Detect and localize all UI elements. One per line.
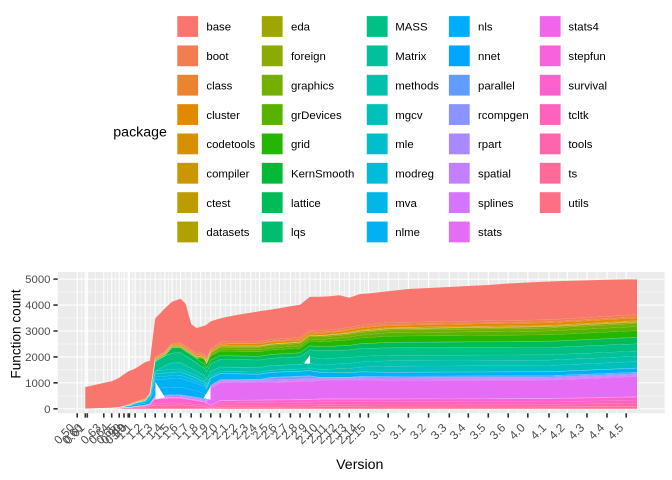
svg-text:rcompgen: rcompgen [478,110,529,122]
svg-text:cluster: cluster [206,110,240,122]
svg-text:foreign: foreign [291,51,326,63]
svg-text:lqs: lqs [291,227,306,239]
svg-text:mgcv: mgcv [395,110,423,122]
svg-text:splines: splines [478,198,514,210]
svg-text:MASS: MASS [395,22,428,34]
svg-text:compiler: compiler [206,168,249,180]
svg-text:survival: survival [568,80,607,92]
svg-text:nlme: nlme [395,227,420,239]
svg-text:5000: 5000 [25,274,50,286]
svg-text:grid: grid [291,139,310,151]
svg-text:Version: Version [336,457,383,473]
svg-text:stepfun: stepfun [568,51,605,63]
svg-text:ctest: ctest [206,198,231,210]
svg-text:1000: 1000 [25,378,50,390]
svg-text:stats: stats [478,227,502,239]
svg-text:grDevices: grDevices [291,110,342,122]
svg-text:utils: utils [568,198,589,210]
svg-text:Function count: Function count [9,289,24,378]
svg-text:methods: methods [395,80,439,92]
svg-text:nnet: nnet [478,51,501,63]
svg-text:3000: 3000 [25,326,50,338]
svg-text:mle: mle [395,139,413,151]
svg-text:modreg: modreg [395,168,434,180]
svg-text:codetools: codetools [206,139,255,151]
svg-text:stats4: stats4 [568,22,598,34]
svg-text:eda: eda [291,22,311,34]
svg-text:rpart: rpart [478,139,502,151]
svg-text:4000: 4000 [25,300,50,312]
svg-text:parallel: parallel [478,80,515,92]
svg-text:KernSmooth: KernSmooth [291,168,354,180]
svg-text:nls: nls [478,22,493,34]
svg-text:0: 0 [44,404,50,416]
svg-text:mva: mva [395,198,417,210]
svg-text:datasets: datasets [206,227,249,239]
svg-text:tools: tools [568,139,592,151]
svg-text:Matrix: Matrix [395,51,426,63]
svg-text:spatial: spatial [478,168,511,180]
svg-text:ts: ts [568,168,577,180]
svg-text:2000: 2000 [25,352,50,364]
svg-text:package: package [113,125,167,141]
svg-text:lattice: lattice [291,198,321,210]
svg-text:graphics: graphics [291,80,334,92]
svg-text:class: class [206,80,232,92]
svg-text:base: base [206,22,231,34]
svg-text:tcltk: tcltk [568,110,589,122]
svg-text:boot: boot [206,51,229,63]
